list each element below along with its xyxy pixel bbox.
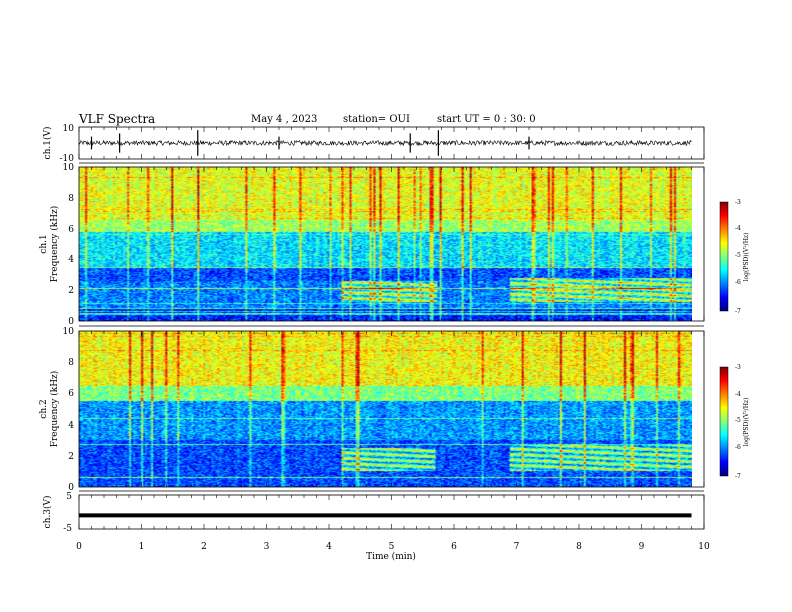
xtick-1: 1	[139, 542, 145, 552]
ch2-colorbar: -3 -4 -5 -6 -7 log(PSD)(V²/Hz)	[719, 364, 750, 480]
ch1-colorbar-tick-m5: -5	[735, 252, 741, 259]
ch2-spec-ytick-6: 6	[68, 389, 74, 399]
ch2-spec-ytick-0: 0	[68, 483, 74, 493]
ch1-colorbar-tick-m4: -4	[735, 225, 741, 232]
header-start-time: start UT = 0 : 30: 0	[437, 114, 536, 125]
ch2-spectrogram-yticks: 0 2 4 6 8 10	[63, 327, 75, 493]
xtick-7: 7	[514, 542, 520, 552]
x-axis-label: Time (min)	[366, 551, 416, 562]
ch2-colorbar-gradient	[719, 366, 729, 477]
ch1-spec-ytick-2: 2	[68, 286, 74, 296]
xtick-6: 6	[451, 542, 457, 552]
xtick-3: 3	[264, 542, 270, 552]
ch2-spec-ytick-10: 10	[63, 327, 75, 337]
ch1-waveform-trace	[78, 139, 692, 147]
ch3-waveform-panel: 5 -5 ch.3(V)	[42, 492, 705, 534]
ch1-colorbar-tick-m3: -3	[735, 199, 741, 206]
ch1-spec-ytick-10: 10	[63, 163, 75, 173]
ch1-spectrogram-yticks: 0 2 4 6 8 10	[63, 163, 75, 327]
ch2-spec-ylabel-frequency: Frequency (kHz)	[49, 371, 60, 448]
ch1-colorbar-label: log(PSD)(V²/Hz)	[743, 233, 750, 282]
ch1-waveform-ytick-bottom: -10	[60, 154, 75, 164]
ch2-spectrogram-panel: 0 2 4 6 8 10 ch.2 Frequency (kHz)	[39, 327, 705, 493]
ch3-waveform-ylabel: ch.3(V)	[42, 496, 53, 529]
axis-ticks	[78, 127, 705, 529]
ch2-colorbar-tick-m3: -3	[735, 364, 741, 371]
ch2-spec-ytick-8: 8	[68, 358, 74, 368]
xtick-5: 5	[389, 542, 395, 552]
ch1-spec-ylabel-channel: ch.1	[39, 234, 49, 253]
ch1-spectrogram-image	[79, 167, 692, 321]
xtick-8: 8	[576, 542, 582, 552]
header-date: May 4 , 2023	[251, 114, 317, 125]
ch2-spectrogram-image	[79, 331, 692, 487]
x-axis: 0 1 2 3 4 5 6 7 8 9 10 Time (min)	[76, 542, 710, 562]
xtick-9: 9	[639, 542, 645, 552]
ch1-colorbar: -3 -4 -5 -6 -7 log(PSD)(V²/Hz)	[719, 199, 750, 315]
xtick-2: 2	[201, 542, 207, 552]
ch2-spec-ytick-4: 4	[68, 421, 74, 431]
ch2-spec-ytick-2: 2	[68, 452, 74, 462]
ch1-spec-ytick-0: 0	[68, 317, 74, 327]
ch2-spec-ylabel-channel: ch.2	[39, 399, 49, 418]
ch2-colorbar-tick-m4: -4	[735, 391, 741, 398]
xtick-0: 0	[76, 542, 82, 552]
ch2-colorbar-label: log(PSD)(V²/Hz)	[743, 398, 750, 447]
header-station: station= OUI	[343, 114, 410, 125]
ch1-waveform-spikes	[90, 130, 530, 156]
xtick-4: 4	[326, 542, 332, 552]
ch1-spec-ytick-6: 6	[68, 225, 74, 235]
ch1-waveform-panel: 10 -10 ch.1(V)	[42, 124, 705, 164]
ch1-waveform-ytick-top: 10	[63, 124, 75, 134]
xtick-10: 10	[698, 542, 710, 552]
ch1-colorbar-tick-m6: -6	[735, 279, 741, 286]
figure-title: VLF Spectra	[78, 112, 155, 126]
ch1-waveform-ylabel: ch.1(V)	[42, 127, 53, 160]
ch3-waveform-ytick-top: 5	[66, 492, 72, 502]
ch2-colorbar-tick-m6: -6	[735, 444, 741, 451]
ch1-spectrogram-panel: 0 2 4 6 8 10 ch.1 Frequency (kHz)	[39, 163, 705, 327]
ch3-waveform-ytick-bottom: -5	[63, 524, 72, 534]
ch1-spec-ylabel-frequency: Frequency (kHz)	[49, 206, 60, 283]
ch1-colorbar-gradient	[719, 201, 729, 312]
ch1-spec-ytick-8: 8	[68, 194, 74, 204]
ch2-colorbar-tick-m5: -5	[735, 417, 741, 424]
ch1-colorbar-tick-m7: -7	[735, 308, 741, 315]
ch3-waveform-frame	[78, 494, 705, 530]
ch2-colorbar-tick-m7: -7	[735, 473, 741, 480]
ch1-spec-ytick-4: 4	[68, 255, 74, 265]
